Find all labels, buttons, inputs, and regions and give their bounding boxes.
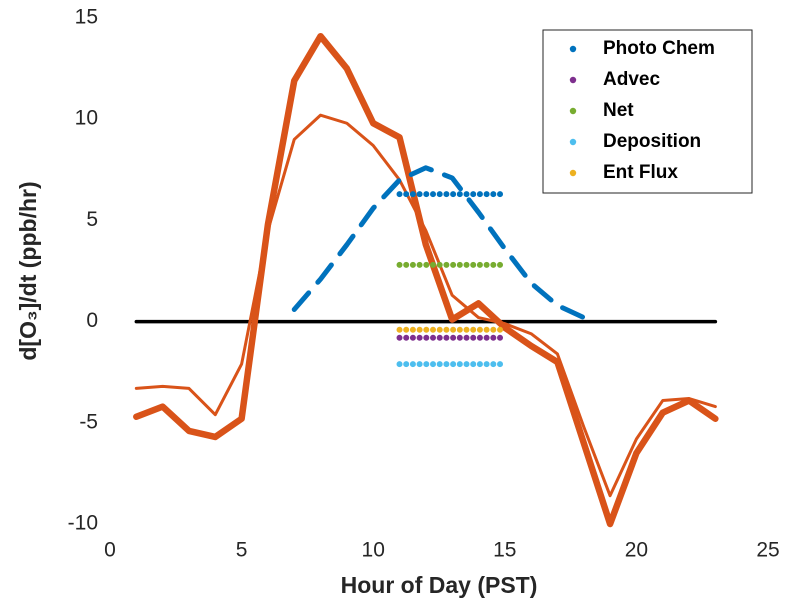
y-tick-label: 0: [86, 309, 98, 332]
y-tick-label: -5: [79, 410, 98, 433]
series-line: [291, 165, 587, 321]
legend-box: [542, 29, 753, 194]
y-axis-label: d[O₃]/dt (ppb/hr): [15, 181, 41, 360]
legend-label: Net: [603, 100, 634, 121]
series-line: [134, 113, 717, 498]
y-tick-label: 10: [75, 107, 98, 130]
legend-label: Deposition: [603, 131, 701, 152]
legend-marker: [569, 45, 577, 53]
legend-marker: [569, 107, 577, 115]
legend-marker: [569, 138, 577, 146]
y-tick-label: -10: [68, 512, 98, 535]
x-tick-label: 20: [625, 539, 648, 562]
legend-marker: [569, 169, 577, 177]
series-line: [133, 32, 719, 528]
legend-label: Ent Flux: [603, 162, 678, 183]
x-axis-label: Hour of Day (PST): [341, 572, 538, 598]
legend-marker: [569, 76, 577, 84]
y-tick-label: 5: [86, 208, 98, 231]
legend-label: Photo Chem: [603, 38, 715, 59]
x-tick-label: 15: [493, 539, 516, 562]
x-tick-label: 0: [104, 539, 116, 562]
y-tick-label: 15: [75, 6, 98, 29]
x-tick-label: 10: [362, 539, 385, 562]
legend-label: Advec: [603, 69, 660, 90]
x-tick-label: 25: [756, 539, 779, 562]
x-tick-label: 5: [236, 539, 248, 562]
legend: Photo Chem Advec Net Deposition Ent Flux: [542, 29, 753, 194]
